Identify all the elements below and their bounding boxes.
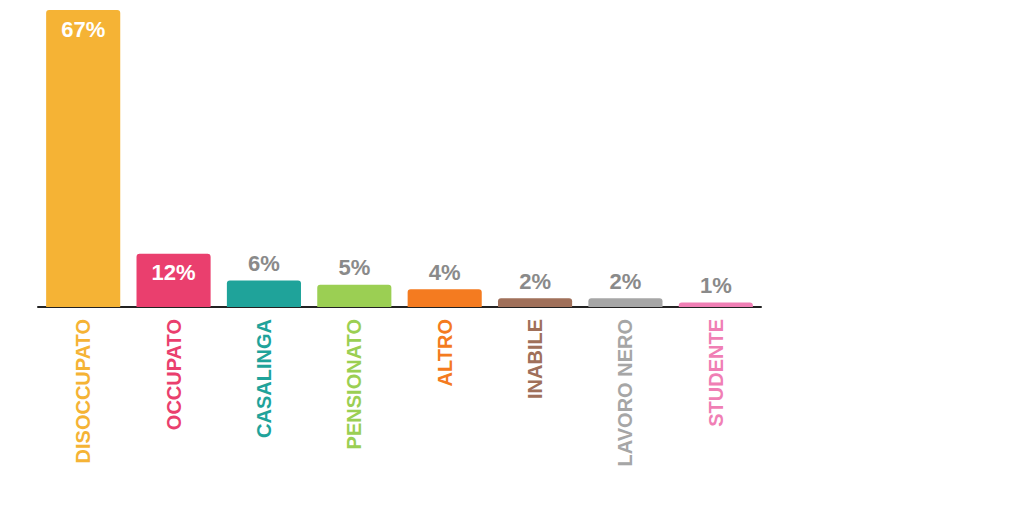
svg-text:INABILE: INABILE [524,319,546,399]
svg-text:1%: 1% [700,273,732,298]
svg-text:2%: 2% [519,269,551,294]
svg-text:ALTRO: ALTRO [434,319,456,386]
svg-text:STUDENTE: STUDENTE [705,319,727,427]
svg-text:LAVORO NERO: LAVORO NERO [614,319,636,466]
svg-text:CASALINGA: CASALINGA [253,319,275,438]
svg-text:67%: 67% [61,17,105,42]
svg-text:2%: 2% [610,269,642,294]
svg-text:DISOCCUPATO: DISOCCUPATO [72,319,94,463]
svg-text:PENSIONATO: PENSIONATO [343,319,365,449]
svg-text:6%: 6% [248,251,280,276]
svg-text:12%: 12% [152,260,196,285]
svg-text:4%: 4% [429,260,461,285]
svg-text:OCCUPATO: OCCUPATO [163,319,185,430]
svg-text:5%: 5% [338,255,370,280]
